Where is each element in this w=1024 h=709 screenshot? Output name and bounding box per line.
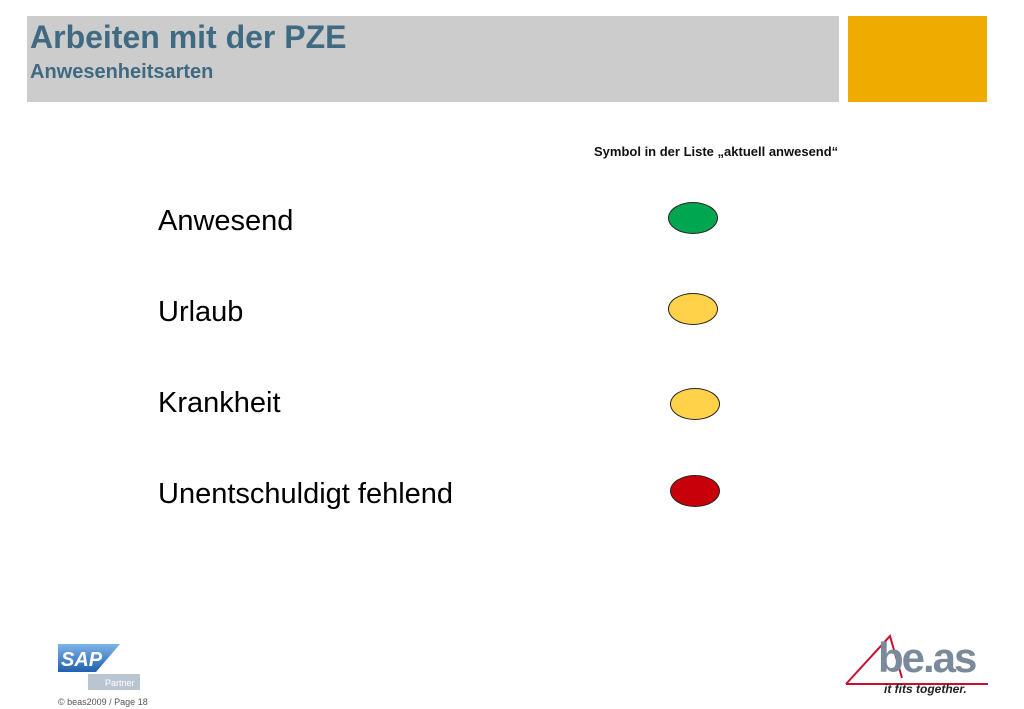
header-bar	[27, 16, 839, 102]
status-dot-yellow	[668, 293, 718, 325]
attendance-type-label: Unentschuldigt fehlend	[158, 478, 454, 510]
symbol-column-header: Symbol in der Liste „aktuell anwesend“	[594, 144, 839, 159]
sap-partner-text: Partner	[105, 678, 135, 688]
beas-logo: be.as it fits together.	[842, 632, 992, 698]
attendance-type-label: Anwesend	[158, 205, 294, 237]
beas-logo-triangle-icon	[845, 634, 988, 685]
page-subtitle: Anwesenheitsarten	[30, 61, 214, 83]
page-title: Arbeiten mit der PZE	[30, 19, 347, 55]
status-dot-green	[668, 202, 718, 234]
beas-logo-text: be.as	[878, 634, 977, 681]
beas-tagline: it fits together.	[884, 682, 967, 696]
attendance-type-label: Urlaub	[158, 296, 244, 328]
footer-copyright: © beas2009 / Page 18	[58, 697, 148, 707]
sap-logo-text: SAP	[61, 649, 103, 671]
status-dot-red	[670, 475, 720, 507]
header-accent-box	[848, 16, 987, 102]
status-dot-yellow	[670, 388, 720, 420]
sap-partner-logo: SAP Partner	[58, 644, 140, 690]
attendance-type-label: Krankheit	[158, 387, 281, 419]
